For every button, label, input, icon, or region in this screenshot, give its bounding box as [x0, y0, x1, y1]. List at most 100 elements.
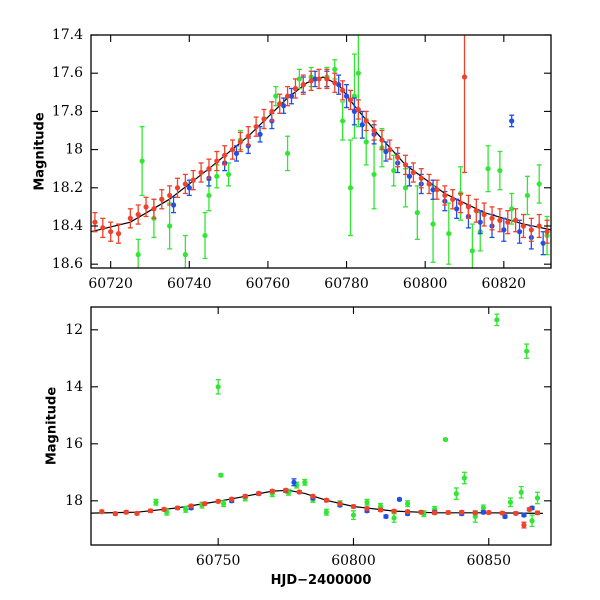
top-red-point [167, 192, 173, 199]
top-red-point [100, 225, 106, 231]
bottom-red-point [350, 503, 357, 510]
top-y-tick-label: 17.8 [52, 103, 83, 119]
top-blue-point [233, 150, 240, 157]
top-blue-point [281, 103, 287, 109]
bottom-x-tick-label: 60750 [196, 553, 241, 569]
bottom-blue-point [396, 496, 403, 502]
top-red-point [426, 181, 432, 187]
bottom-green-point [215, 384, 221, 390]
top-red-point [222, 152, 228, 158]
top-red-point [253, 124, 259, 130]
top-blue-point [186, 185, 192, 191]
top-blue-point [312, 76, 318, 82]
top-blue-point [383, 148, 389, 155]
top-green-point [402, 185, 409, 191]
top-x-tick-label: 60760 [246, 276, 291, 292]
top-red-point [395, 154, 401, 160]
bottom-green-point [472, 513, 478, 520]
top-red-point [277, 101, 283, 107]
bottom-panel-frame [90, 306, 552, 546]
top-blue-point [359, 122, 365, 128]
top-green-point [202, 232, 208, 239]
bottom-x-tick-label: 60850 [466, 553, 511, 569]
top-red-point [316, 76, 322, 82]
top-green-point [446, 231, 452, 237]
top-red-point [544, 229, 550, 235]
top-red-point [450, 196, 456, 202]
bottom-panel-data [91, 313, 543, 529]
bottom-panel-ticks: 60750 60800 60850 12 14 16 18 [65, 307, 551, 569]
bottom-y-axis-title: Magnitude [45, 387, 60, 466]
bottom-red-point [534, 510, 541, 516]
top-x-tick-label: 60740 [167, 276, 212, 292]
bottom-green-point [529, 518, 535, 524]
bottom-red-point [229, 496, 235, 502]
top-red-point [418, 175, 424, 181]
top-green-point [182, 252, 188, 258]
bottom-red-point [521, 522, 527, 528]
bottom-blue-point [291, 479, 297, 485]
top-red-point [513, 217, 519, 223]
top-red-point [245, 133, 251, 139]
top-panel-ticks: 60720 60740 60760 60780 60800 60820 17.4 17.6 17… [52, 27, 551, 292]
bottom-red-point [112, 511, 118, 517]
bottom-red-point [513, 510, 519, 516]
top-y-tick-label: 17.4 [52, 27, 83, 43]
top-panel-data [91, 35, 551, 268]
top-green-point [469, 248, 475, 254]
top-y-axis-title: Magnitude [33, 112, 48, 191]
top-red-point [434, 187, 440, 193]
top-red-point [308, 78, 314, 84]
bottom-blue-point [480, 509, 486, 515]
bottom-x-tick-label: 60800 [331, 553, 376, 569]
top-red-point [92, 219, 98, 225]
bottom-red-point [283, 487, 289, 493]
top-blue-point [540, 240, 546, 246]
bottom-y-tick-label: 12 [65, 322, 83, 338]
top-red-point [410, 169, 416, 176]
top-red-point [332, 80, 338, 86]
top-blue-point [288, 93, 295, 99]
top-blue-point [509, 118, 515, 124]
top-green-point [214, 173, 220, 179]
top-red-point [473, 208, 479, 214]
top-green-point [536, 181, 542, 187]
bottom-red-point [391, 508, 397, 514]
bottom-red-point [147, 508, 154, 514]
top-red-point [465, 204, 472, 210]
bottom-green-point [323, 509, 330, 515]
bottom-red-point [188, 503, 194, 509]
bottom-blue-series [188, 478, 535, 520]
top-green-point [497, 167, 503, 174]
x-axis-title: HJD−2400000 [271, 573, 372, 588]
top-red-point [237, 139, 244, 145]
top-blue-point [516, 229, 523, 235]
bottom-red-point [215, 498, 221, 504]
bottom-red-point [174, 505, 181, 511]
top-green-point [509, 206, 515, 212]
bottom-green-point [302, 479, 308, 485]
bottom-green-point [220, 501, 227, 507]
bottom-green-point [534, 495, 541, 501]
top-blue-point [170, 202, 177, 208]
top-x-tick-label: 60820 [482, 276, 527, 292]
bottom-red-point [418, 509, 424, 515]
top-red-point [300, 82, 306, 88]
bottom-model-curve [91, 489, 543, 514]
top-green-point [273, 93, 279, 99]
bottom-panel: 60750 60800 60850 12 14 16 18 Magnitude HJD−24… [45, 306, 552, 588]
bottom-red-point [123, 509, 129, 515]
bottom-red-point [526, 506, 532, 512]
bottom-red-point [337, 501, 343, 507]
bottom-red-point [445, 509, 451, 516]
top-panel-frame [90, 34, 552, 269]
bottom-red-point [323, 497, 330, 503]
top-red-point [284, 93, 291, 99]
bottom-green-point [183, 506, 189, 512]
bottom-y-tick-label: 14 [65, 379, 83, 395]
bottom-red-point [499, 510, 505, 516]
top-green-point [371, 171, 377, 178]
top-red-point [182, 181, 188, 187]
top-blue-point [477, 219, 483, 225]
top-red-point [387, 146, 393, 153]
